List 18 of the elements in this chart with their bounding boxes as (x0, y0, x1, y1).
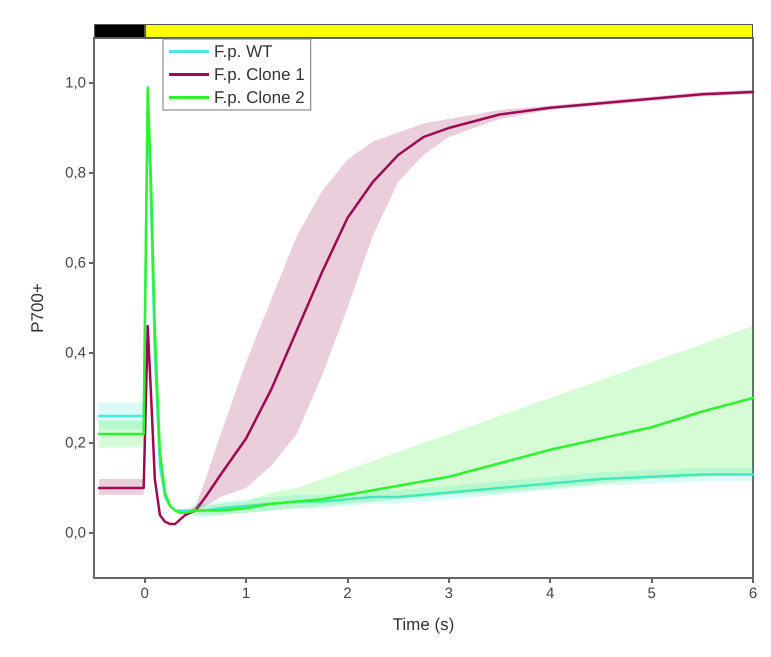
y-tick-label: 0,6 (65, 254, 86, 272)
x-tick-label: 3 (444, 585, 454, 602)
x-tick-label: 2 (343, 585, 352, 602)
x-tick-label: 0 (140, 585, 149, 602)
x-tick-label: 4 (546, 585, 554, 602)
y-axis-title: P700+ (28, 283, 47, 333)
x-tick-label: 1 (242, 585, 250, 602)
legend-label: F.p. Clone 2 (214, 88, 305, 107)
x-tick-label: 6 (748, 585, 758, 602)
y-tick-label: 1,0 (65, 74, 86, 92)
y-tick-label: 0,4 (65, 344, 86, 362)
y-tick-label: 0,0 (65, 524, 86, 542)
legend-label: F.p. WT (214, 42, 273, 61)
legend-label: F.p. Clone 1 (214, 65, 305, 84)
y-tick-label: 0,2 (65, 434, 86, 452)
x-axis-title: Time (s) (392, 615, 454, 634)
x-tick-label: 5 (647, 585, 656, 602)
y-tick-label: 0,8 (65, 164, 86, 182)
